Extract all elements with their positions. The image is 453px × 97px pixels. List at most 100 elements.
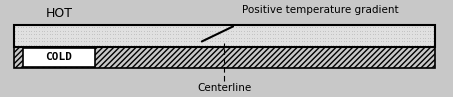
Point [154,30,161,31]
Point [75,37,82,38]
Point [280,26,287,28]
Point [353,33,361,35]
Point [180,33,187,35]
Point [277,44,284,45]
Point [298,33,305,35]
Point [151,26,158,28]
Point [390,40,397,42]
Point [88,33,95,35]
Point [248,37,255,38]
Point [154,37,161,38]
Point [117,26,124,28]
Point [28,40,35,42]
Point [212,30,219,31]
Point [201,33,208,35]
Point [264,30,271,31]
Point [57,40,64,42]
Point [167,44,174,45]
Point [180,26,187,28]
Point [180,37,187,38]
Point [120,30,127,31]
Point [172,40,179,42]
Point [70,37,77,38]
Point [183,40,190,42]
Point [19,26,27,28]
Point [154,26,161,28]
Point [225,33,232,35]
Point [114,40,121,42]
Point [414,37,421,38]
Point [30,30,38,31]
Point [38,44,45,45]
Point [188,37,195,38]
Point [98,30,106,31]
Point [261,44,269,45]
Point [162,33,169,35]
Point [264,37,271,38]
Point [64,44,72,45]
Point [377,44,384,45]
Point [188,30,195,31]
Point [138,26,145,28]
Point [361,37,368,38]
Point [411,30,418,31]
Point [14,30,22,31]
Point [366,37,374,38]
Point [424,40,431,42]
Point [151,44,158,45]
Point [201,26,208,28]
Point [424,37,431,38]
Point [424,26,431,28]
Point [356,44,363,45]
Point [298,44,305,45]
Point [280,30,287,31]
Point [419,44,426,45]
Point [361,30,368,31]
Point [151,40,158,42]
Point [304,33,311,35]
Point [232,33,240,35]
Point [172,30,179,31]
Point [67,37,74,38]
Point [351,37,358,38]
Point [146,26,153,28]
Point [135,37,143,38]
Point [22,33,29,35]
Point [140,44,148,45]
Point [414,44,421,45]
Point [80,40,87,42]
Point [177,30,184,31]
Point [282,30,289,31]
Point [380,40,387,42]
Point [235,33,242,35]
Point [304,44,311,45]
Point [369,44,376,45]
Point [395,30,403,31]
Point [356,30,363,31]
Point [290,33,298,35]
Point [217,30,224,31]
Point [282,40,289,42]
Point [235,37,242,38]
Point [345,33,352,35]
Point [422,33,429,35]
Point [51,40,58,42]
Point [337,33,345,35]
Point [127,44,135,45]
Point [127,33,135,35]
Point [193,37,200,38]
Point [306,33,313,35]
Point [317,37,324,38]
Point [266,37,274,38]
Point [251,37,258,38]
Point [59,40,66,42]
Point [62,37,69,38]
Point [83,37,90,38]
Point [366,26,374,28]
Point [72,30,79,31]
Point [337,40,345,42]
Point [380,33,387,35]
Point [41,26,48,28]
Point [243,30,250,31]
Point [154,44,161,45]
